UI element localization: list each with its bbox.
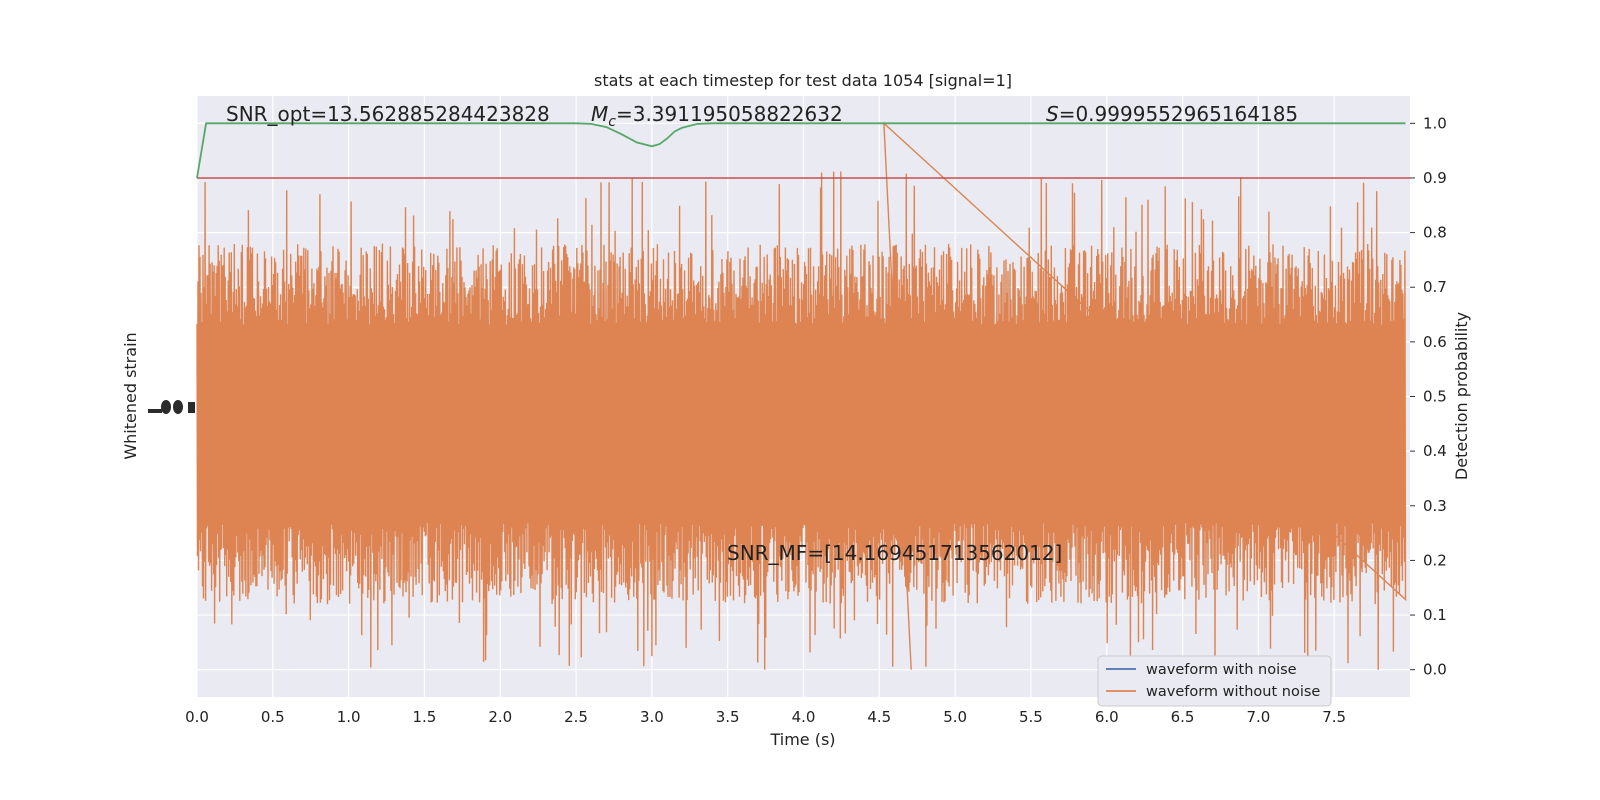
x-tick-label: 2.0 xyxy=(488,708,512,726)
detection-probability-line xyxy=(196,122,1406,179)
waveform-trace xyxy=(196,121,1407,670)
legend-label-with-noise: waveform with noise xyxy=(1146,662,1297,678)
snr-mf-annotation: SNR_MF=[14.169451713562012] xyxy=(727,541,1062,565)
x-tick-label: 5.0 xyxy=(943,708,967,726)
legend-box xyxy=(1097,655,1332,707)
x-tick-label: 3.0 xyxy=(640,708,664,726)
snr-opt-annotation: SNR_opt=13.562885284423828 xyxy=(226,102,550,126)
y-tick-label: 0.6 xyxy=(1423,333,1447,351)
x-tick-label: 1.0 xyxy=(337,708,361,726)
right-y-axis-label: Detection probability xyxy=(1452,312,1471,480)
x-tick-label: 6.5 xyxy=(1171,708,1195,726)
left-y-axis-label: Whitened strain xyxy=(121,332,140,459)
x-tick-label: 4.5 xyxy=(867,708,891,726)
x-tick-label: 3.5 xyxy=(716,708,740,726)
legend-label-without-noise: waveform without noise xyxy=(1146,684,1320,700)
x-tick-label: 1.5 xyxy=(413,708,437,726)
y-tick-label: 0.9 xyxy=(1423,169,1447,187)
y-tick-label: 0.8 xyxy=(1423,224,1447,242)
left-y-axis-glyphs xyxy=(148,400,195,414)
x-tick-label: 4.0 xyxy=(792,708,816,726)
y-tick-label: 1.0 xyxy=(1423,114,1447,132)
y-tick-label: 0.5 xyxy=(1423,388,1447,406)
y-tick-label: 0.4 xyxy=(1423,442,1447,460)
y-tick-label: 0.1 xyxy=(1423,606,1447,624)
x-axis-ticks: 0.0 0.5 1.0 1.5 2.0 2.5 3.0 3.5 4.0 4.5 5.0 5.5 6.0 6… xyxy=(185,708,1346,726)
x-axis-label: Time (s) xyxy=(769,730,835,749)
x-tick-label: 6.0 xyxy=(1095,708,1119,726)
legend: waveform with noise waveform without noi… xyxy=(1097,655,1332,707)
x-tick-label: 7.0 xyxy=(1246,708,1270,726)
chart-title: stats at each timestep for test data 105… xyxy=(594,71,1012,90)
waveform-without-noise-line xyxy=(196,121,1407,670)
y-tick-label: 0.2 xyxy=(1423,551,1447,569)
x-tick-label: 0.5 xyxy=(261,708,285,726)
mc-annotation: Mc=3.391195058822632 xyxy=(591,102,843,130)
right-y-axis-ticks: 0.0 0.1 0.2 0.3 0.4 0.5 0.6 0.7 0.8 0.9 1.0 xyxy=(1410,114,1447,679)
x-tick-label: 7.5 xyxy=(1322,708,1346,726)
x-tick-label: 2.5 xyxy=(564,708,588,726)
y-tick-label: 0.0 xyxy=(1423,661,1447,679)
s-annotation: S=0.9999552965164185 xyxy=(1046,102,1298,126)
y-tick-label: 0.7 xyxy=(1423,278,1447,296)
x-tick-label: 0.0 xyxy=(185,708,209,726)
x-tick-label: 5.5 xyxy=(1019,708,1043,726)
y-tick-label: 0.3 xyxy=(1423,497,1447,515)
